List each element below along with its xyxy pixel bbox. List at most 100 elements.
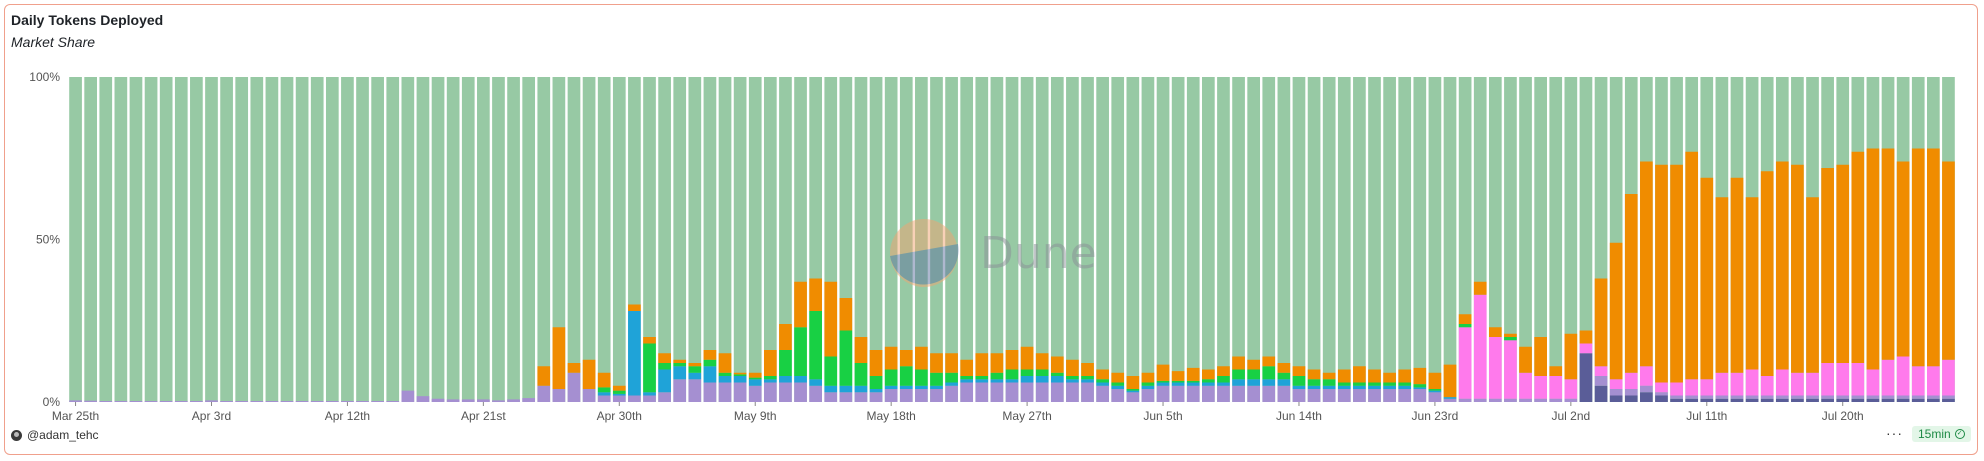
bar-segment-purple [990,382,1004,402]
refresh-badge[interactable]: 15min ✓ [1912,426,1971,442]
bar-segment-purple [1670,395,1683,399]
bar-segment-orange [1942,161,1955,360]
bar-segment-purple [250,401,264,402]
bar-segment-purple [703,382,717,402]
bar-segment-purple [69,400,82,403]
bar-segment-orange [1488,327,1502,337]
bar-segment-purple [371,401,384,402]
bar-segment-purple [1186,385,1200,402]
bar-segment-purple [1594,376,1608,386]
bar-segment-green [673,363,687,367]
bar-segment-orange [1609,242,1623,380]
bar-segment-green [1156,380,1170,383]
bar-segment-orange [1715,197,1729,373]
bar-segment-blue [1247,379,1261,386]
bar-segment-orange [1564,333,1578,380]
bar-segment-orange [1594,278,1608,367]
bars-layer [69,77,1955,403]
bar-segment-orange [1443,364,1457,398]
bar-segment-other [567,77,581,402]
bar-segment-other [1322,77,1336,402]
y-axis: 0% 50% 100% [29,70,60,409]
watermark-text: Dune [980,228,1097,279]
bar-segment-other [869,77,883,402]
bar-segment-green [1081,376,1094,380]
bar-segment-other [401,77,415,402]
bar-segment-orange [1670,164,1683,383]
bar-segment-orange [1247,359,1261,370]
bar-segment-other [1368,77,1381,402]
bar-segment-blue [899,385,913,389]
bar-segment-other [416,77,430,402]
bar-segment-other [174,77,188,402]
bar-segment-orange [1262,356,1276,367]
bar-segment-purple [235,401,249,402]
bar-segment-other [1504,77,1517,402]
bar-segment-orange [1141,372,1155,383]
bar-segment-purple [1277,385,1291,402]
bar-segment-other [1353,77,1366,402]
ellipsis-icon[interactable]: ··· [1886,425,1903,441]
bar-segment-blue [612,393,626,396]
bar-segment-purple [1081,382,1094,402]
bar-segment-green [1353,382,1366,386]
bar-segment-purple [1760,395,1774,399]
author-link[interactable]: @adam_tehc [11,428,99,442]
bar-segment-green [718,372,732,376]
bar-segment-orange [1836,164,1850,363]
bar-segment-purple [748,385,762,402]
bar-segment-other [1081,77,1094,402]
bar-segment-navy [1791,398,1804,402]
bar-segment-purple [643,395,656,402]
bar-segment-other [658,77,671,402]
bar-segment-navy [1911,398,1925,402]
bar-segment-purple [809,385,822,402]
bar-segment-purple [567,372,581,402]
bar-segment-pink [1640,366,1653,386]
bar-segment-green [703,359,717,367]
bar-segment-orange [1881,148,1895,360]
bar-segment-purple [1292,389,1306,402]
watermark-logo-shade [890,244,959,285]
bar-segment-pink [1866,369,1880,396]
bar-segment-blue [1111,385,1125,389]
bar-segment-purple [265,401,279,402]
y-tick-label: 50% [36,233,60,247]
bar-segment-orange [930,353,943,373]
bar-segment-purple [1202,385,1215,402]
bar-segment-orange [915,346,928,370]
bar-segment-other [1398,77,1412,402]
bar-segment-purple [1066,382,1079,402]
bar-segment-navy [1836,398,1850,402]
bar-segment-blue [1126,390,1140,393]
bar-segment-other [643,77,656,402]
bar-segment-other [1035,77,1049,402]
bar-segment-orange [960,359,974,376]
author-name: @adam_tehc [27,428,99,442]
bar-segment-other [341,77,354,402]
bar-segment-purple [1005,382,1019,402]
bar-segment-purple [1504,398,1517,402]
bar-segment-purple [325,401,339,402]
bar-segment-orange [1217,366,1230,376]
bar-segment-green [1277,372,1291,380]
bar-segment-purple [144,401,158,402]
bar-segment-orange [1277,363,1291,373]
bar-segment-navy [1775,398,1789,402]
bar-segment-purple [1141,389,1155,402]
bar-segment-green [1066,376,1079,380]
x-tick-label: Apr 30th [597,409,642,423]
bar-segment-other [371,77,384,402]
bar-segment-green [1126,389,1140,391]
bar-segment-green [1504,337,1517,341]
bar-segment-green [763,376,777,380]
bar-segment-purple [341,401,354,402]
bar-segment-pink [1504,340,1517,399]
bar-segment-blue [1262,379,1276,386]
bar-segment-navy [1851,398,1865,402]
bar-segment-other [1232,77,1245,402]
bar-segment-purple [824,392,838,402]
bar-segment-purple [779,382,792,402]
x-tick-label: Jun 5th [1143,409,1182,423]
bar-segment-orange [1171,371,1185,381]
